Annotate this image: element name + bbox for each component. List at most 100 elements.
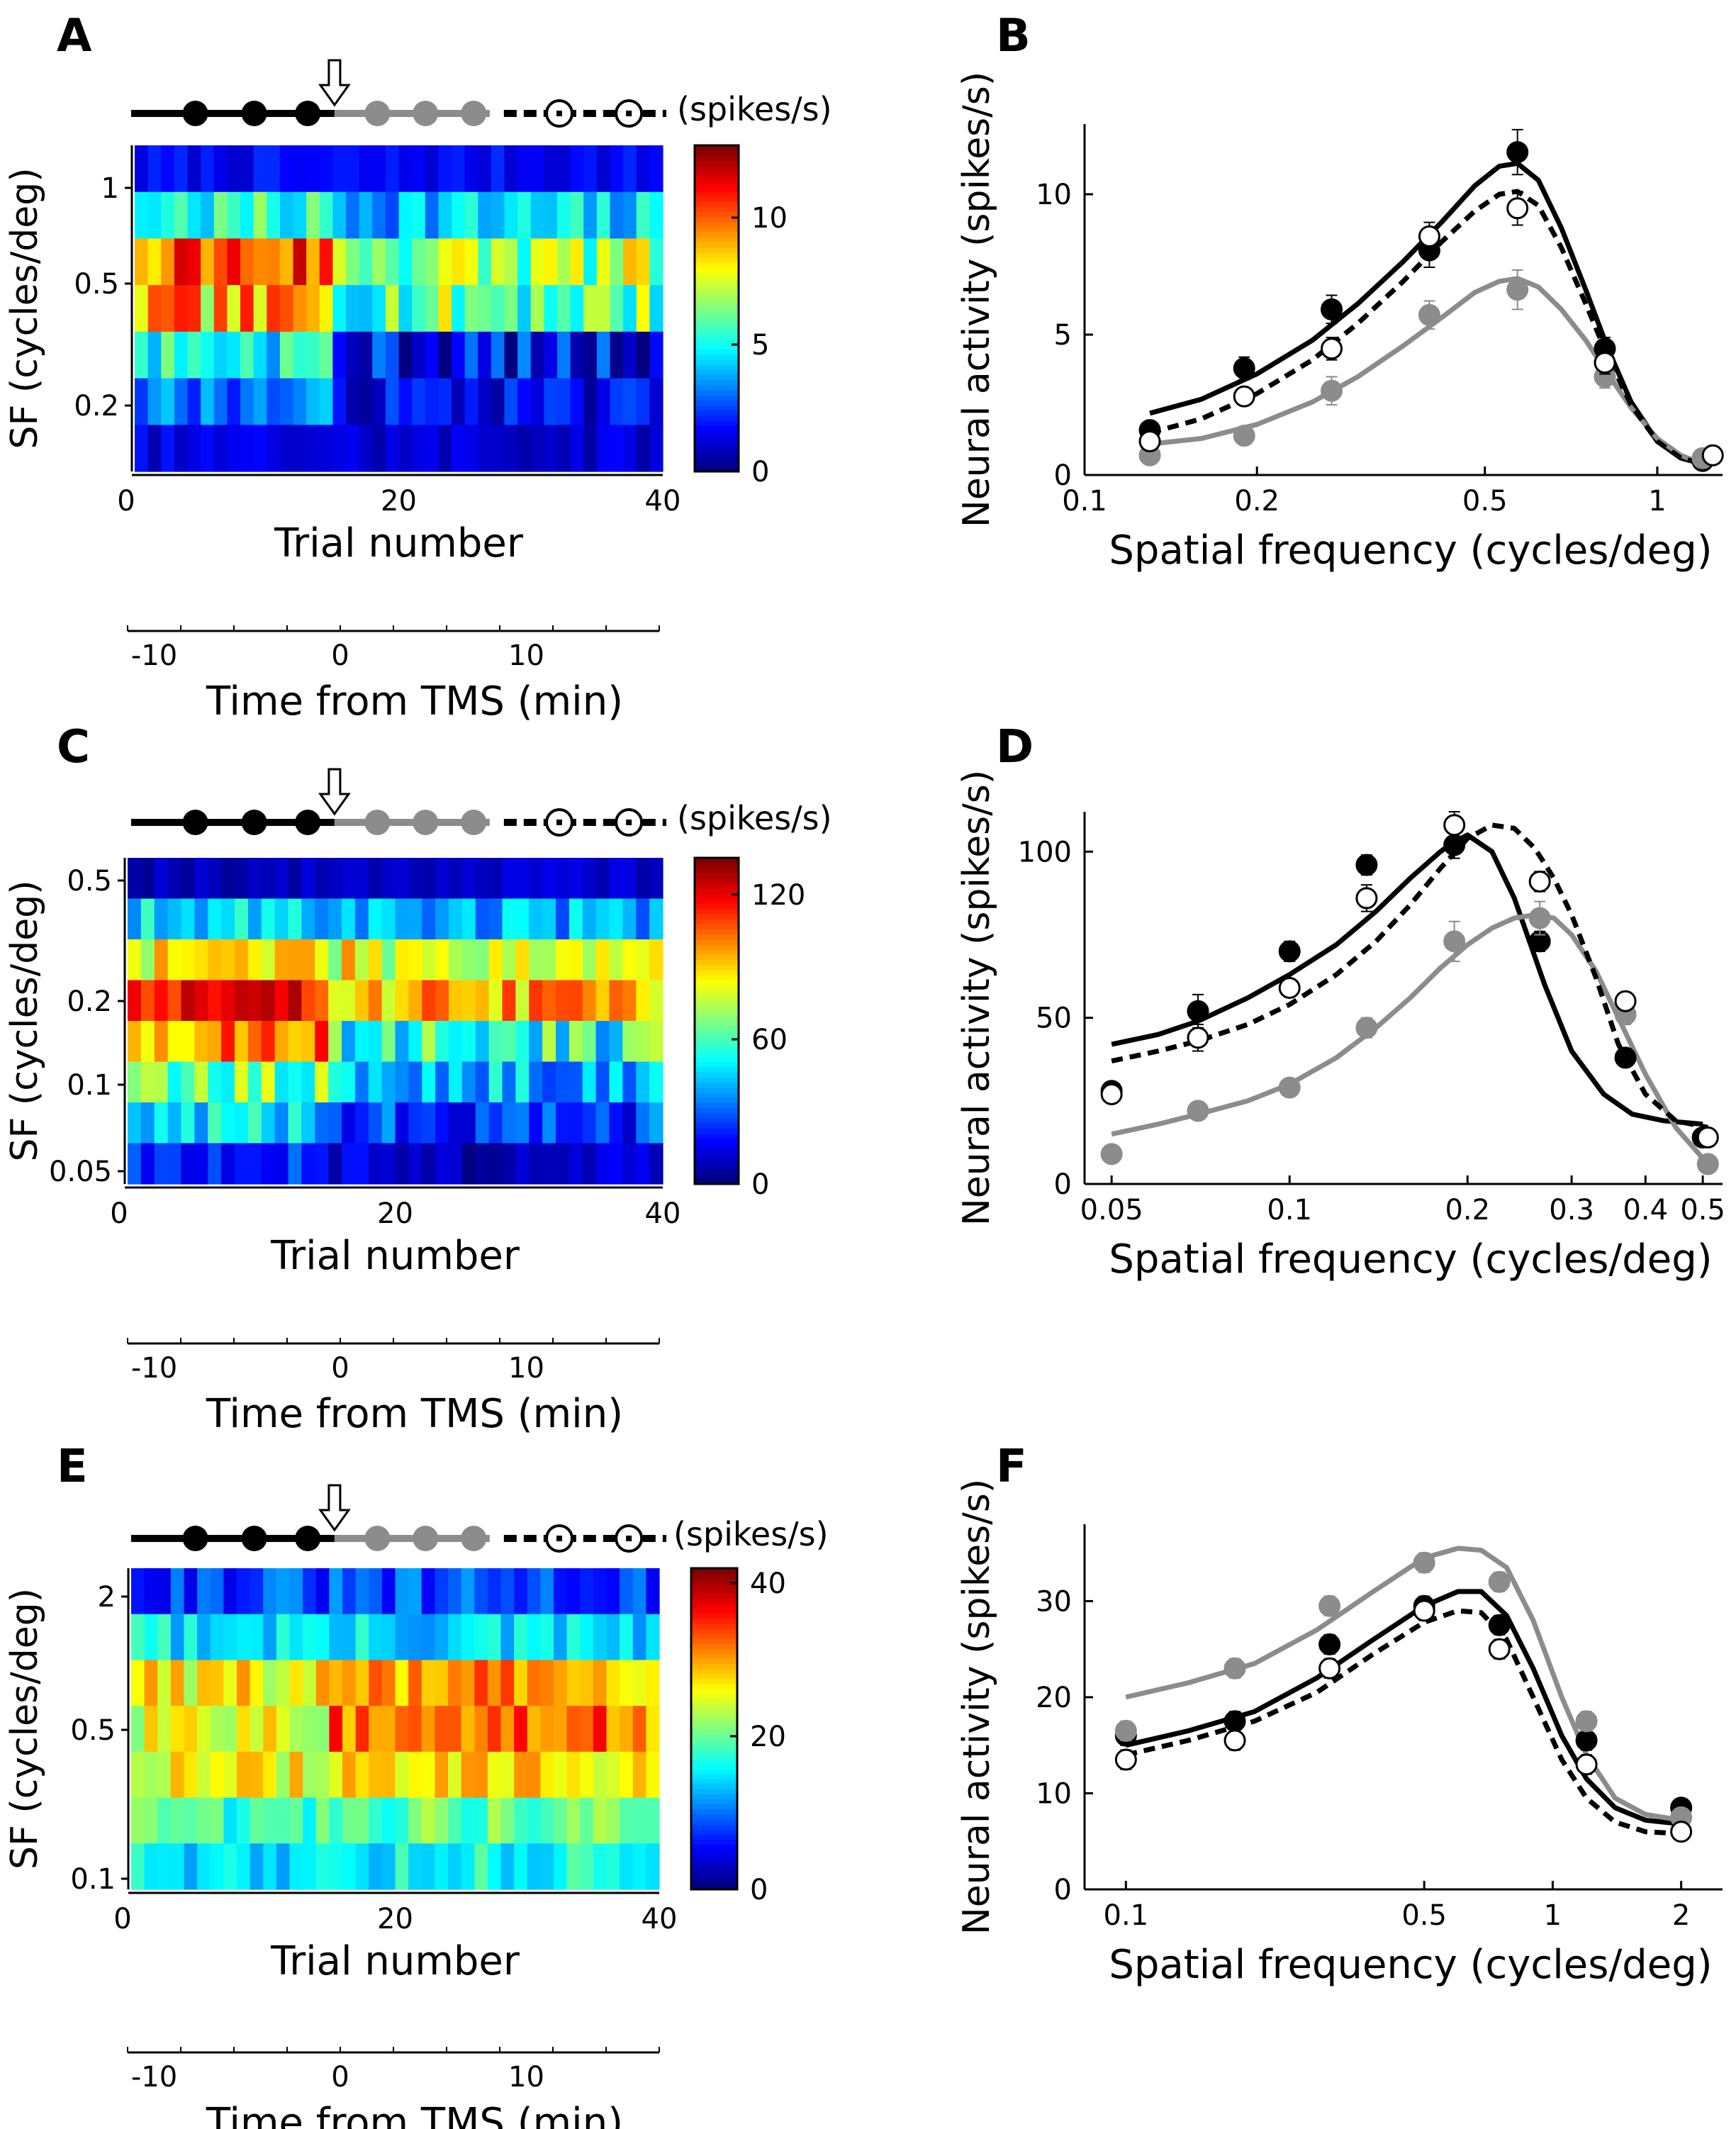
curve-ytick-label: 20 (1036, 1682, 1072, 1714)
colorbar-cell (695, 176, 739, 181)
heatmap-cell (610, 191, 624, 240)
heatmap-cell (161, 378, 175, 425)
heatmap-cell (425, 378, 439, 425)
data-point-open (1138, 430, 1161, 452)
colorbar-cell (691, 1588, 737, 1594)
heatmap-cell (237, 1843, 251, 1890)
heatmap-cell (329, 1751, 343, 1799)
heatmap-cell (174, 331, 189, 379)
heatmap-cell (596, 285, 611, 333)
data-point-gray-filled (1506, 279, 1529, 301)
colorbar-cell (695, 914, 739, 920)
heatmap-cell (328, 980, 342, 1022)
heatmap-cell (646, 1706, 660, 1753)
heatmap-cell (421, 1614, 435, 1661)
heatmap-cell (569, 1102, 583, 1144)
heatmap-cell (623, 331, 637, 379)
heatmap-cell (504, 425, 518, 472)
colorbar-cell (691, 1854, 737, 1860)
colorbar-cell (695, 155, 739, 162)
timeline-recovery-dot-center (556, 1536, 562, 1541)
heatmap-cell (395, 1143, 409, 1185)
heatmap-cell (606, 1797, 620, 1844)
heatmap-cell (646, 1614, 660, 1661)
heatmap-cell (167, 1143, 182, 1185)
heatmap-cell (580, 1614, 594, 1661)
heatmap-cell (227, 285, 241, 333)
colorbar-cell (695, 237, 739, 243)
colorbar-cell (695, 420, 739, 426)
time-tick-label: -10 (131, 639, 177, 672)
colorbar-cell (695, 1163, 739, 1170)
heatmap-cell (570, 285, 584, 333)
heatmap-cell (412, 425, 426, 472)
heatmap-cell (170, 1568, 185, 1615)
timeline-tms-dot (364, 101, 391, 126)
heatmap-cell (181, 1061, 195, 1103)
heatmap-cell (293, 331, 307, 379)
heatmap-cell (461, 1797, 475, 1844)
colorbar-cell (695, 908, 739, 915)
heatmap-cell (332, 378, 347, 425)
data-point-gray-filled (1443, 930, 1466, 953)
heatmap-cell (636, 1021, 650, 1063)
heatmap-cell (128, 939, 142, 981)
heatmap-cell (435, 939, 449, 981)
heatmap-cell (649, 145, 663, 193)
heatmap-ytick-label: 0.1 (67, 1069, 112, 1102)
heatmap-cell (261, 980, 276, 1022)
heatmap-cell (542, 1143, 556, 1185)
data-point-gray-filled (1321, 379, 1343, 402)
heatmap-cell (557, 238, 571, 286)
heatmap-cell (381, 1143, 396, 1185)
heatmap-cell (329, 1843, 343, 1890)
heatmap-cell (346, 145, 360, 193)
colorbar-cell (691, 1638, 737, 1644)
fit-curve-black-filled (1111, 832, 1703, 1127)
heatmap-cell (461, 898, 476, 940)
colorbar-cell (695, 1000, 739, 1007)
colorbar-cell (691, 1743, 737, 1750)
heatmap-cell (227, 191, 241, 240)
colorbar-cell (691, 1603, 737, 1609)
colorbar-cell (691, 1864, 737, 1870)
heatmap-cell (267, 378, 281, 425)
colorbar-cell (691, 1643, 737, 1649)
heatmap-cell (346, 191, 360, 240)
data-point-open (1100, 1083, 1123, 1105)
heatmap-cell (288, 1143, 302, 1185)
heatmap-cell (438, 145, 452, 193)
heatmap-cell (554, 1568, 568, 1615)
data-point-open (1418, 225, 1440, 247)
heatmap-cell (253, 191, 267, 240)
heatmap-cell (502, 1102, 516, 1144)
colorbar-cell (695, 1036, 739, 1042)
colorbar-cell (691, 1719, 737, 1725)
heatmap-cell (247, 980, 262, 1022)
timeline-baseline-dot (241, 101, 267, 126)
curve-xtick-label: 0.2 (1445, 1194, 1490, 1226)
heatmap-cell (342, 1021, 356, 1063)
timeline-baseline-dot (295, 101, 321, 126)
heatmap-cell (247, 1021, 262, 1063)
heatmap-cell (227, 425, 241, 472)
heatmap-cell (250, 1706, 264, 1753)
heatmap-cell (475, 939, 490, 981)
timeline-baseline-dot (241, 1526, 267, 1551)
curve-xtick-label: 0.2 (1234, 485, 1279, 518)
heatmap-cell (398, 331, 413, 379)
heatmap-cell (542, 939, 556, 981)
heatmap-cell (342, 1751, 357, 1799)
colorbar-cell (691, 1678, 737, 1684)
heatmap-cell (381, 858, 396, 900)
heatmap-cell (435, 1102, 449, 1144)
heatmap-cell (569, 858, 583, 900)
timeline-tms-dot (461, 810, 487, 835)
heatmap-cell (267, 145, 281, 193)
heatmap-cell (557, 285, 571, 333)
heatmap-cell (517, 331, 532, 379)
heatmap-cell (488, 939, 503, 981)
heatmap-cell (529, 1143, 543, 1185)
colorbar-cell (691, 1774, 737, 1779)
heatmap-cell (161, 191, 175, 240)
